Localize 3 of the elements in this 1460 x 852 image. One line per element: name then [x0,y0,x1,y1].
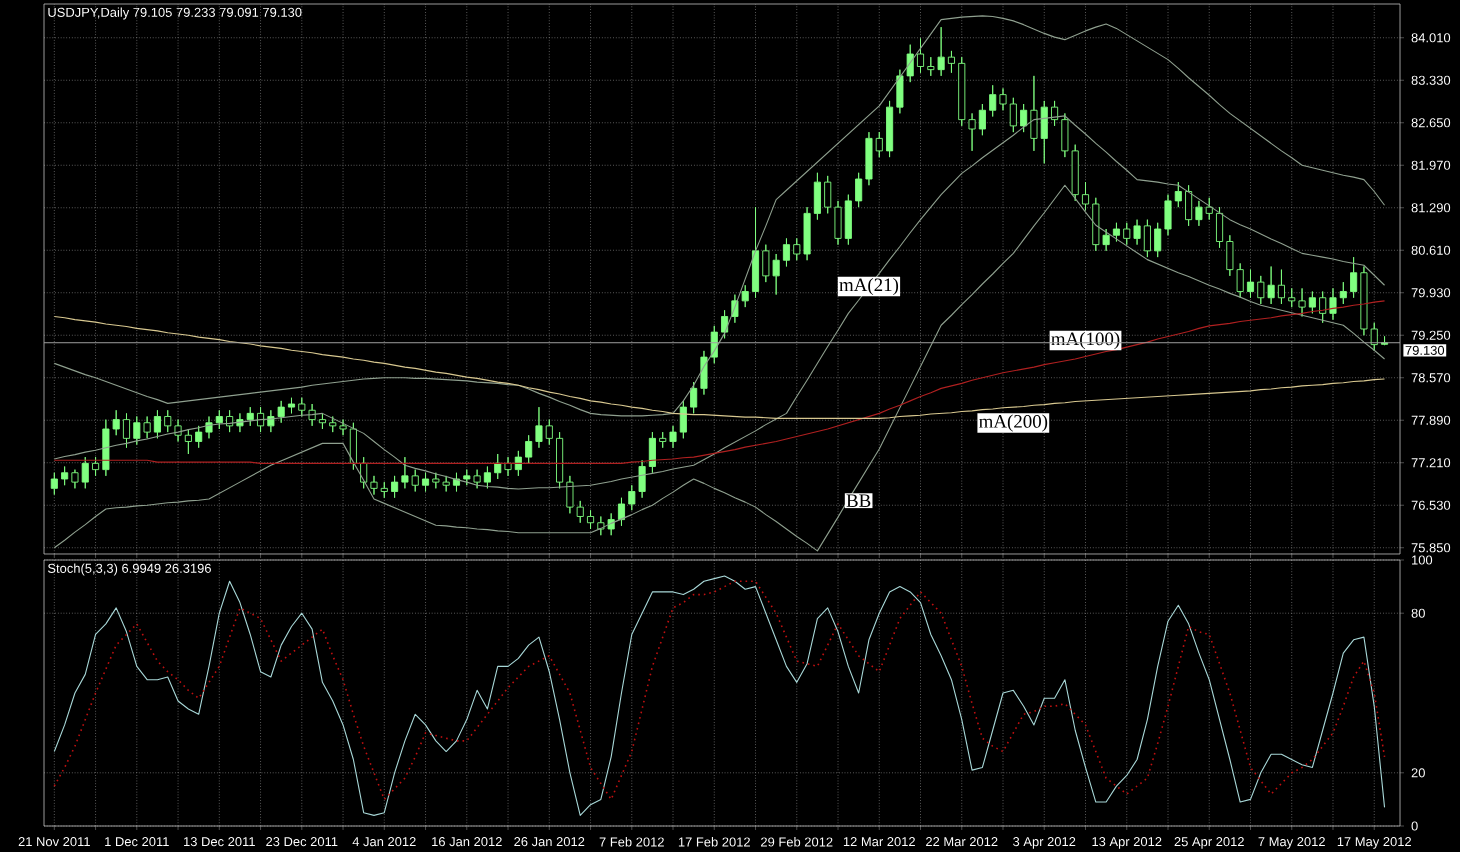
series-label: mA(200) [979,414,1048,432]
series-label: BB [846,494,871,507]
series-label: mA(100) [1051,331,1120,350]
